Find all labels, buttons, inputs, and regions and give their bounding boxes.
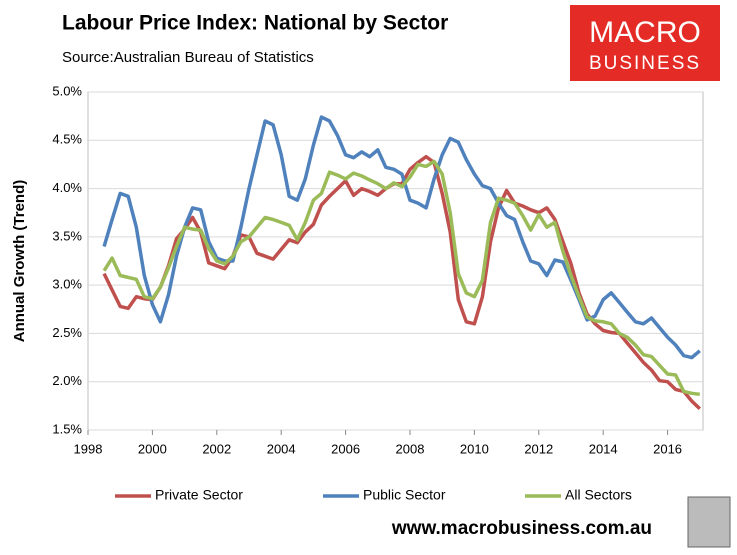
x-tick-label: 2006 bbox=[331, 441, 360, 456]
y-tick-label: 2.0% bbox=[52, 373, 82, 388]
y-tick-label: 1.5% bbox=[52, 421, 82, 436]
logo-text: BUSINESS bbox=[589, 53, 701, 74]
legend-label: Public Sector bbox=[363, 487, 446, 503]
y-tick-label: 4.5% bbox=[52, 132, 82, 147]
x-tick-label: 1998 bbox=[74, 441, 103, 456]
legend-label: Private Sector bbox=[155, 487, 243, 503]
y-tick-label: 5.0% bbox=[52, 83, 82, 98]
wolf-icon bbox=[687, 496, 731, 548]
series-line bbox=[102, 115, 701, 360]
legend-label: All Sectors bbox=[565, 487, 632, 503]
x-tick-label: 2010 bbox=[460, 441, 489, 456]
series-line bbox=[102, 159, 701, 397]
chart-title: Labour Price Index: National by Sector bbox=[62, 12, 448, 35]
x-tick-label: 2014 bbox=[589, 441, 618, 456]
plot-frame bbox=[87, 91, 704, 431]
x-tick-label: 2002 bbox=[202, 441, 231, 456]
chart-subtitle: Source:Australian Bureau of Statistics bbox=[62, 49, 314, 66]
x-tick-label: 2000 bbox=[138, 441, 167, 456]
x-tick-label: 2004 bbox=[267, 441, 296, 456]
x-tick-label: 2012 bbox=[524, 441, 553, 456]
y-tick-label: 4.0% bbox=[52, 180, 82, 195]
logo-box bbox=[570, 5, 720, 81]
y-tick-label: 3.0% bbox=[52, 277, 82, 292]
y-axis-label: Annual Growth (Trend) bbox=[11, 180, 28, 343]
y-tick-label: 3.5% bbox=[52, 228, 82, 243]
footer: www.macrobusiness.com.au bbox=[391, 518, 652, 539]
x-tick-label: 2008 bbox=[396, 441, 425, 456]
series-line bbox=[102, 154, 702, 411]
x-tick-label: 2016 bbox=[653, 441, 682, 456]
logo-text: MACRO bbox=[589, 16, 701, 49]
y-tick-label: 2.5% bbox=[52, 325, 82, 340]
